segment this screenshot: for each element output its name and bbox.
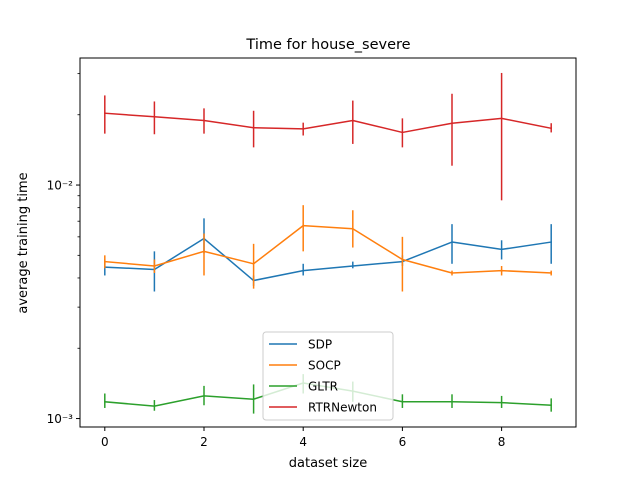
series-rtrnewton [103,72,553,201]
series-sdp [104,218,553,292]
x-tick-label: 2 [200,435,208,449]
x-axis: 0 2 4 6 8 [101,427,505,449]
x-tick-label: 0 [101,435,109,449]
x-tick-label: 6 [399,435,407,449]
plot-frame [79,57,577,428]
y-axis-label: average training time [16,172,31,313]
legend-label-rtrnewton: RTRNewton [308,401,377,415]
legend-label-gltr: GLTR [308,380,338,394]
y-tick-label: 10⁻³ [47,412,74,426]
legend-box [262,331,394,421]
x-tick-label: 8 [498,435,506,449]
legend-label-sdp: SDP [308,338,332,352]
series-line-sdp [104,237,553,282]
series-line-socp [103,224,552,274]
x-axis-label: dataset size [289,456,368,471]
series-socp [103,205,552,292]
y-tick-label: 10⁻² [47,179,74,193]
y-axis: 10⁻³ 10⁻² [47,73,80,426]
chart-title: Time for house_severe [245,37,410,53]
series-line-rtrnewton [103,112,553,134]
legend: SDP SOCP GLTR RTRNewton [262,331,394,421]
x-tick-label: 4 [299,435,307,449]
legend-label-socp: SOCP [308,359,341,373]
